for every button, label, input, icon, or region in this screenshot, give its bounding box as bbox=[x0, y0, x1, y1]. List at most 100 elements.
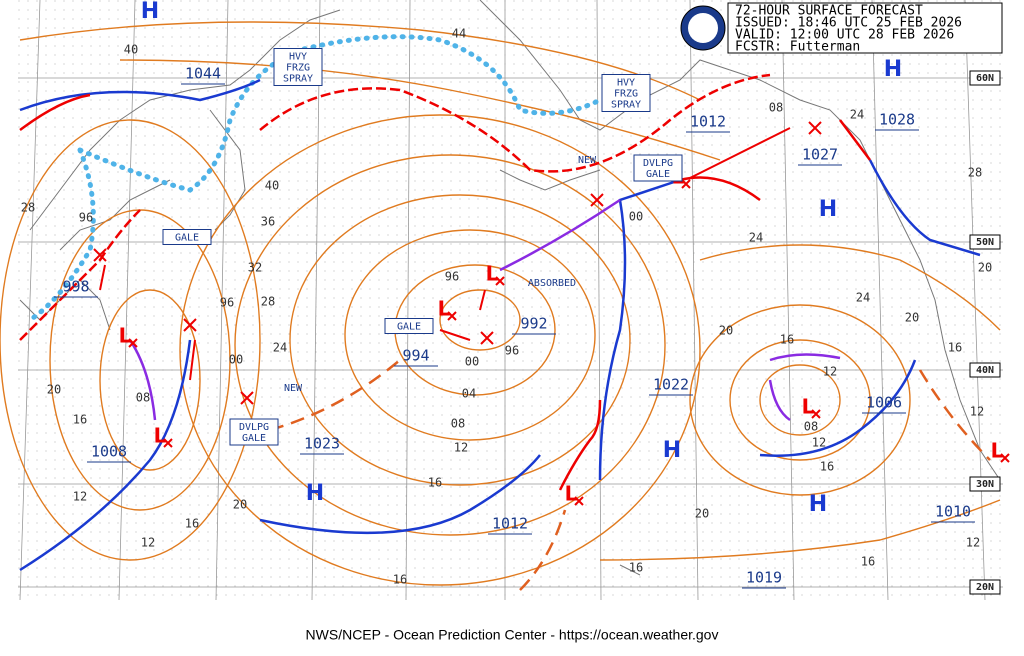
low-center: L bbox=[119, 324, 132, 348]
central-pressure: 1027 bbox=[802, 146, 838, 164]
isobar-label: 28 bbox=[261, 295, 275, 309]
low-center: L bbox=[438, 297, 451, 321]
isobar-label: 96 bbox=[445, 270, 459, 284]
header-line: VALID: 12:00 UTC 28 FEB 2026 bbox=[735, 28, 954, 43]
forecast-x bbox=[808, 121, 822, 135]
low-x bbox=[1000, 453, 1010, 463]
isobar-label: 12 bbox=[966, 536, 980, 550]
isobar-label: 00 bbox=[629, 210, 643, 224]
isobar-label: 20 bbox=[695, 507, 709, 521]
high-center: H bbox=[809, 492, 827, 517]
isobar-label: 36 bbox=[261, 215, 275, 229]
forecast-x bbox=[183, 318, 197, 332]
isobar-label: 04 bbox=[462, 387, 476, 401]
warning-text: SPRAY bbox=[611, 100, 641, 111]
axis-strip bbox=[0, 600, 1024, 622]
low-x bbox=[495, 276, 505, 286]
isobar-label: 16 bbox=[73, 413, 87, 427]
note: NEW bbox=[284, 383, 303, 394]
warning-text: HVY bbox=[289, 52, 307, 63]
isobar-label: 20 bbox=[233, 498, 247, 512]
note: ABSORBED bbox=[528, 278, 576, 289]
high-center: H bbox=[819, 197, 837, 222]
isobar-label: 16 bbox=[780, 333, 794, 347]
isobar-label: 12 bbox=[823, 365, 837, 379]
isobar-label: 24 bbox=[273, 341, 287, 355]
low-x bbox=[447, 311, 457, 321]
low-center: L bbox=[154, 424, 167, 448]
isobar-label: 20 bbox=[47, 383, 61, 397]
isobar-label: 12 bbox=[812, 436, 826, 450]
high-center: H bbox=[663, 438, 681, 463]
low-x bbox=[163, 438, 173, 448]
coastlines bbox=[19, 0, 1001, 576]
isobar-label: 96 bbox=[220, 296, 234, 310]
forecast-x bbox=[240, 391, 254, 405]
central-pressure: 1028 bbox=[879, 111, 915, 129]
isobar-label: 28 bbox=[21, 201, 35, 215]
isobar-label: 32 bbox=[248, 261, 262, 275]
ice-edge bbox=[27, 34, 603, 323]
warning-box bbox=[273, 48, 323, 86]
isobar-label: 00 bbox=[465, 355, 479, 369]
high-center: H bbox=[306, 481, 324, 506]
lat-label-box bbox=[969, 234, 1001, 250]
central-pressure: 994 bbox=[402, 347, 429, 365]
meridian bbox=[871, 0, 889, 601]
warning-text: DVLPG bbox=[239, 422, 269, 433]
isobar-label: 12 bbox=[454, 441, 468, 455]
central-pressure: 1006 bbox=[866, 394, 902, 412]
warning-box bbox=[229, 418, 279, 446]
warning-text: SPRAY bbox=[283, 74, 313, 85]
isobar-label: 20 bbox=[978, 261, 992, 275]
isobar-label: 40 bbox=[124, 43, 138, 57]
meridian bbox=[19, 0, 41, 601]
warning-text: FRZG bbox=[286, 63, 310, 74]
low-center: L bbox=[802, 395, 815, 419]
isobar-label: 08 bbox=[804, 420, 818, 434]
low-center: L bbox=[991, 439, 1004, 463]
isobar-label: 08 bbox=[451, 417, 465, 431]
fronts bbox=[19, 73, 991, 591]
central-pressure: 1022 bbox=[653, 376, 689, 394]
warning-text: GALE bbox=[397, 322, 421, 333]
low-center: L bbox=[565, 482, 578, 506]
meridian bbox=[964, 0, 986, 601]
isobar-label: 08 bbox=[136, 391, 150, 405]
isobar-label: 20 bbox=[905, 311, 919, 325]
warning-box bbox=[384, 318, 434, 334]
low-x bbox=[574, 496, 584, 506]
header-line: ISSUED: 18:46 UTC 25 FEB 2026 bbox=[735, 16, 962, 31]
noaa-logo-inner bbox=[688, 13, 718, 43]
warning-text: GALE bbox=[242, 433, 266, 444]
central-pressure: 1008 bbox=[91, 443, 127, 461]
isobar-label: 96 bbox=[79, 211, 93, 225]
central-pressure: 1044 bbox=[185, 65, 221, 83]
central-pressure: 1012 bbox=[690, 113, 726, 131]
meridian bbox=[311, 0, 321, 601]
meridian bbox=[781, 0, 795, 601]
high-center: H bbox=[884, 57, 902, 82]
meridian bbox=[405, 0, 411, 601]
lat-label: 60N bbox=[976, 73, 994, 84]
isobars bbox=[0, 21, 1001, 586]
lat-label-box bbox=[969, 70, 1001, 86]
isobar-label: 12 bbox=[141, 536, 155, 550]
header-line: 72-HOUR SURFACE FORECAST bbox=[735, 4, 923, 19]
warning-text: GALE bbox=[175, 233, 199, 244]
isobar-label: 16 bbox=[820, 460, 834, 474]
isobar-label: 96 bbox=[505, 344, 519, 358]
low-x bbox=[681, 179, 691, 189]
lat-label-box bbox=[969, 362, 1001, 378]
forecast-x bbox=[590, 193, 604, 207]
isobar-label: 16 bbox=[393, 573, 407, 587]
lat-label: 50N bbox=[976, 237, 994, 248]
isobar-label: 00 bbox=[229, 353, 243, 367]
lat-label: 30N bbox=[976, 479, 994, 490]
warning-text: GALE bbox=[646, 169, 670, 180]
isobar-label: 24 bbox=[856, 291, 870, 305]
low-x bbox=[811, 409, 821, 419]
warning-box bbox=[633, 154, 683, 182]
